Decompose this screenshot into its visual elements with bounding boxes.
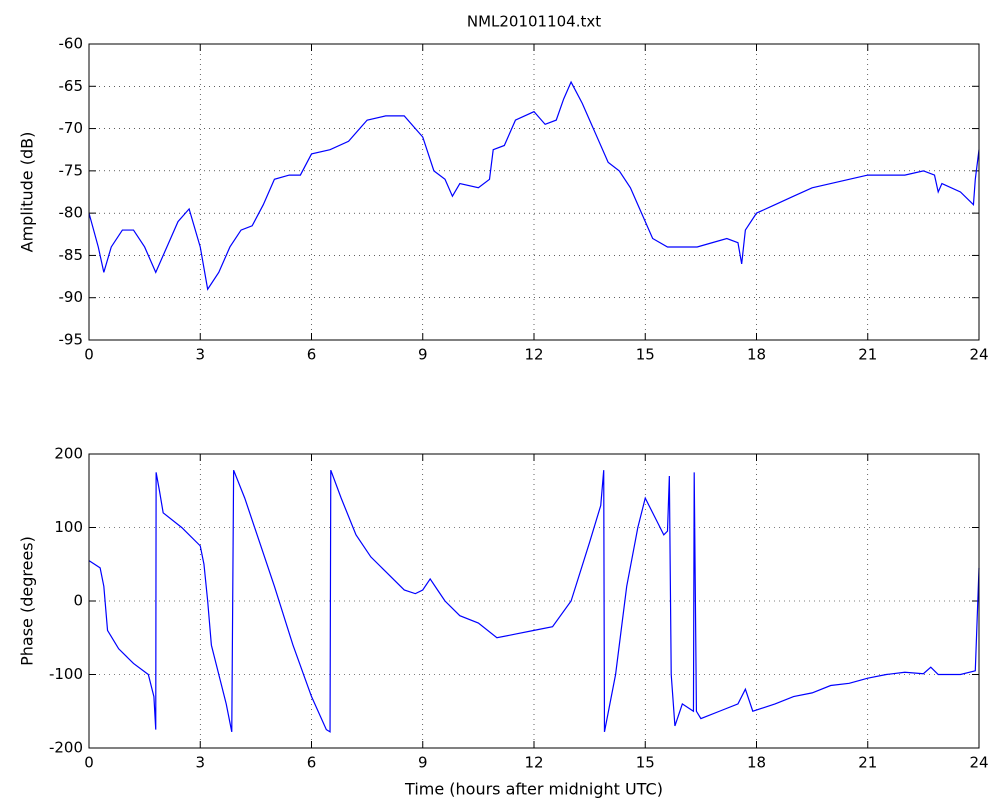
y-axis-label: Phase (degrees)	[18, 536, 37, 666]
y-tick-label: -75	[59, 161, 84, 179]
y-tick-label: -65	[59, 77, 84, 95]
x-tick-label: 3	[195, 754, 205, 772]
x-tick-label: 24	[969, 346, 988, 364]
x-tick-label: 21	[858, 754, 877, 772]
x-tick-label: 24	[969, 754, 988, 772]
y-tick-label: 0	[73, 592, 83, 610]
x-tick-label: 9	[418, 754, 428, 772]
y-tick-label: 100	[54, 518, 83, 536]
x-tick-label: 15	[636, 754, 655, 772]
x-tick-label: 0	[84, 754, 94, 772]
x-tick-label: 15	[636, 346, 655, 364]
x-tick-label: 12	[524, 754, 543, 772]
x-tick-label: 3	[195, 346, 205, 364]
y-tick-label: -100	[49, 665, 83, 683]
data-line	[88, 469, 980, 733]
axes-box	[88, 43, 980, 341]
y-tick-label: -85	[59, 246, 84, 264]
x-tick-label: 18	[747, 754, 766, 772]
x-tick-label: 21	[858, 346, 877, 364]
x-tick-label: 0	[84, 346, 94, 364]
y-tick-label: -90	[59, 288, 84, 306]
y-axis-label: Amplitude (dB)	[18, 132, 37, 253]
chart-title: NML20101104.txt	[467, 13, 601, 31]
x-axis-label: Time (hours after midnight UTC)	[404, 780, 663, 799]
x-tick-label: 18	[747, 346, 766, 364]
x-tick-label: 9	[418, 346, 428, 364]
x-tick-label: 6	[307, 754, 317, 772]
y-tick-label: 200	[54, 445, 83, 463]
y-tick-label: -200	[49, 739, 83, 757]
y-tick-label: -70	[59, 119, 84, 137]
x-tick-label: 12	[524, 346, 543, 364]
y-tick-label: -60	[59, 35, 84, 53]
y-tick-label: -80	[59, 204, 84, 222]
data-line	[88, 80, 980, 291]
y-tick-label: -95	[59, 331, 84, 349]
x-tick-label: 6	[307, 346, 317, 364]
axes-box	[88, 453, 980, 749]
